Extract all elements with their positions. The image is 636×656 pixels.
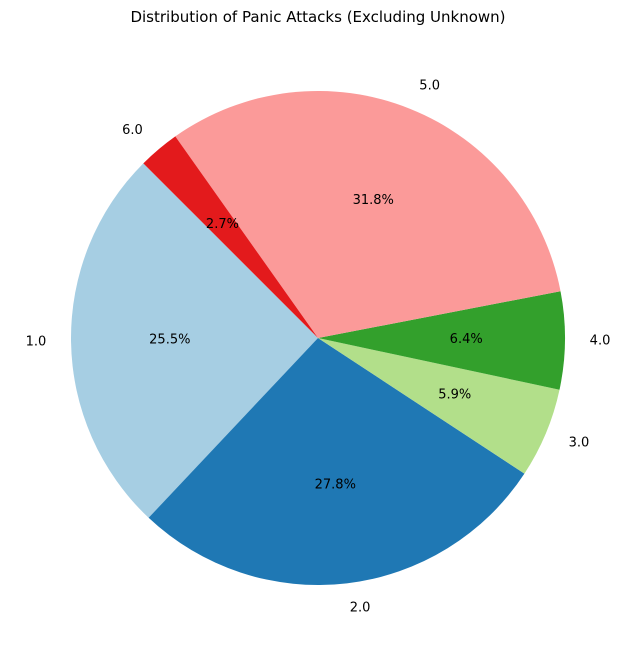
slice-percent-4-0: 6.4% <box>450 332 483 347</box>
pie-slices <box>70 91 566 585</box>
pie-slice-6-0 <box>143 136 318 338</box>
pie-slice-1-0 <box>70 163 318 518</box>
slice-percent-1-0: 25.5% <box>149 333 190 348</box>
slice-percent-2-0: 27.8% <box>315 478 356 493</box>
chart-title: Distribution of Panic Attacks (Excluding… <box>130 8 505 26</box>
pie-labels: 1.0 25.5% 2.0 27.8% 3.0 5.9% 4.0 6.4% 5.0 31.8% 6.… <box>26 78 611 615</box>
slice-percent-6-0: 2.7% <box>206 217 239 232</box>
pie-slice-3-0 <box>318 338 560 474</box>
slice-label-5-0: 5.0 <box>419 78 440 93</box>
slice-label-4-0: 4.0 <box>590 333 611 348</box>
slice-label-1-0: 1.0 <box>26 335 47 350</box>
slice-percent-5-0: 31.8% <box>353 193 394 208</box>
slice-label-3-0: 3.0 <box>569 435 590 450</box>
pie-slice-4-0 <box>318 291 566 390</box>
pie-slice-5-0 <box>175 91 561 338</box>
slice-percent-3-0: 5.9% <box>438 388 471 403</box>
slice-label-2-0: 2.0 <box>350 600 371 615</box>
pie-slice-2-0 <box>148 338 525 585</box>
slice-label-6-0: 6.0 <box>122 123 143 138</box>
